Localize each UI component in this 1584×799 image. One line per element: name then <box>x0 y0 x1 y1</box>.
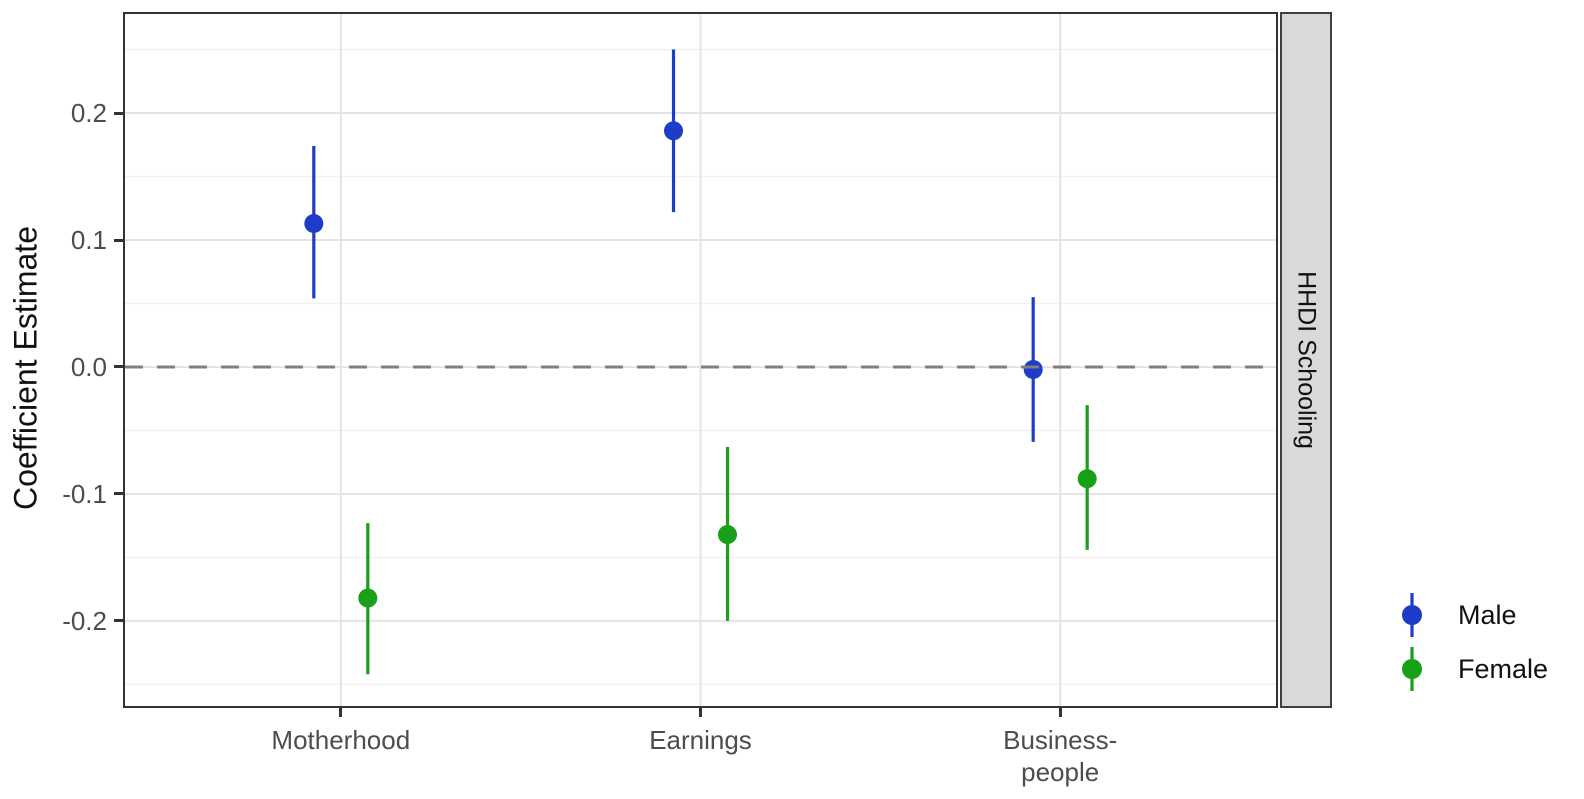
point-male-business-people <box>1023 360 1043 380</box>
x-tick-label: Earnings <box>649 725 752 755</box>
legend-label: Female <box>1458 653 1549 684</box>
y-tick-label: 0.2 <box>70 98 107 129</box>
legend: Male Female <box>1392 588 1548 696</box>
legend-pointrange-icon <box>1402 593 1422 637</box>
point-male-motherhood <box>304 214 324 234</box>
point-female-motherhood <box>358 588 378 608</box>
point-female-business-people <box>1077 469 1097 489</box>
plot-canvas <box>125 14 1276 706</box>
y-tick-label: -0.2 <box>62 605 107 636</box>
facet-strip-label: HHDI Schooling <box>1292 271 1321 449</box>
y-tick-mark <box>114 365 123 369</box>
y-tick-mark <box>114 111 123 115</box>
facet-strip: HHDI Schooling <box>1280 12 1332 708</box>
plot-panel <box>123 12 1278 708</box>
y-tick-label: 0.1 <box>70 225 107 255</box>
y-tick-label: 0.0 <box>70 351 107 382</box>
point-female-earnings <box>718 525 737 545</box>
point-male-earnings <box>664 121 683 141</box>
legend-item-female: Female <box>1392 642 1548 696</box>
x-tick-mark <box>1058 708 1062 717</box>
legend-label: Male <box>1458 599 1517 630</box>
y-tick-mark <box>114 238 123 242</box>
y-tick-mark <box>114 619 123 623</box>
x-tick-label: Business- people <box>1003 725 1118 787</box>
x-tick-mark <box>339 708 343 717</box>
legend-pointrange-icon <box>1402 647 1422 691</box>
legend-point-glyph <box>1402 605 1422 625</box>
legend-point-glyph <box>1402 659 1422 679</box>
legend-item-male: Male <box>1392 588 1548 642</box>
x-tick-label: Motherhood <box>271 725 411 755</box>
x-tick-mark <box>699 708 702 717</box>
y-tick-label: -0.1 <box>62 478 107 509</box>
y-tick-mark <box>114 492 123 496</box>
